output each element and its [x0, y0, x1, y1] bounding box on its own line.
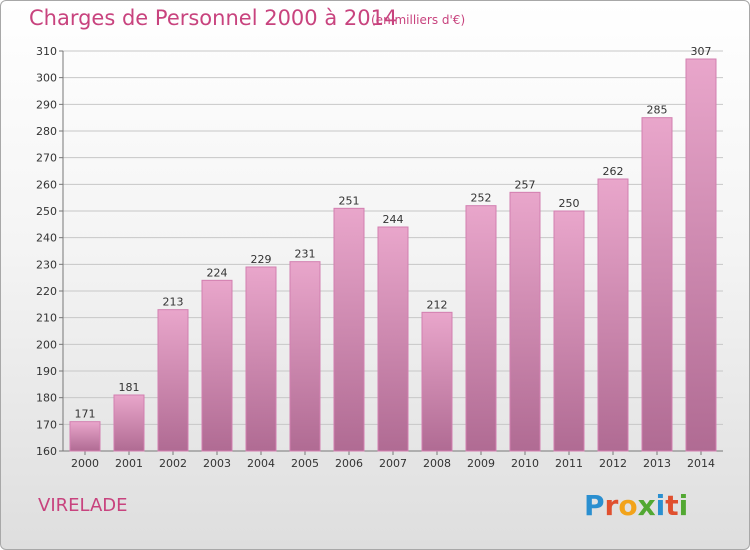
x-tick-label-2006: 2006	[335, 457, 363, 470]
x-tick-label-2000: 2000	[71, 457, 99, 470]
y-tick-label: 260	[36, 178, 57, 191]
bar-2002	[157, 309, 189, 452]
x-tick-label-2012: 2012	[599, 457, 627, 470]
data-label-2006: 251	[339, 194, 360, 207]
x-tick-label-2005: 2005	[291, 457, 319, 470]
data-label-2004: 229	[251, 253, 272, 266]
x-tick-label-2014: 2014	[687, 457, 715, 470]
x-tick-label-2013: 2013	[643, 457, 671, 470]
bar-2001	[113, 394, 145, 452]
y-tick-label: 250	[36, 205, 57, 218]
y-tick-label: 200	[36, 338, 57, 351]
chart-title: Charges de Personnel 2000 à 2014	[29, 6, 398, 30]
x-tick-label-2010: 2010	[511, 457, 539, 470]
bar-2007	[377, 226, 409, 452]
chart-subtitle: (en milliers d'€)	[371, 13, 466, 27]
x-tick-label-2008: 2008	[423, 457, 451, 470]
x-tick-label-2003: 2003	[203, 457, 231, 470]
x-tick-label-2007: 2007	[379, 457, 407, 470]
logo-letter: o	[618, 489, 638, 522]
proxiti-logo[interactable]: Proxiti	[584, 489, 688, 522]
bar-2003	[201, 279, 233, 452]
y-tick-label: 190	[36, 365, 57, 378]
data-label-2000: 171	[75, 408, 96, 421]
y-tick-label: 160	[36, 445, 57, 458]
logo-letter: x	[637, 489, 656, 522]
data-label-2011: 250	[559, 197, 580, 210]
data-label-2014: 307	[691, 45, 712, 58]
x-tick-label-2001: 2001	[115, 457, 143, 470]
x-tick-label-2004: 2004	[247, 457, 275, 470]
y-tick-label: 290	[36, 98, 57, 111]
bar-2004	[245, 266, 277, 452]
y-tick-label: 280	[36, 125, 57, 138]
bar-2011	[553, 210, 585, 452]
x-tick-label-2002: 2002	[159, 457, 187, 470]
bar-layer	[69, 58, 717, 452]
data-label-2005: 231	[295, 248, 316, 261]
logo-letter: i	[678, 489, 689, 522]
bar-2008	[421, 311, 453, 452]
x-tick-label-2009: 2009	[467, 457, 495, 470]
place-name: VIRELADE	[38, 495, 128, 516]
y-tick-label: 240	[36, 232, 57, 245]
data-label-2010: 257	[515, 178, 536, 191]
bar-2012	[597, 178, 629, 452]
logo-letter: t	[665, 489, 679, 522]
data-label-2008: 212	[427, 298, 448, 311]
bar-2013	[641, 117, 673, 452]
y-tick-label: 180	[36, 392, 57, 405]
data-label-2003: 224	[207, 266, 228, 279]
data-label-2013: 285	[647, 104, 668, 117]
y-tick-label: 300	[36, 72, 57, 85]
bar-2014	[685, 58, 717, 452]
y-tick-label: 170	[36, 418, 57, 431]
logo-letter: r	[604, 489, 619, 522]
label-layer: 171 181 213 224 229 231 251 244 212 252 257 250 262 2…	[75, 45, 712, 421]
y-tick-label: 270	[36, 152, 57, 165]
bar-2009	[465, 205, 497, 452]
data-label-2012: 262	[603, 165, 624, 178]
bar-2000	[69, 421, 101, 452]
y-tick-label: 310	[36, 45, 57, 58]
x-tick-label-2011: 2011	[555, 457, 583, 470]
logo-letter: i	[655, 489, 666, 522]
data-label-2007: 244	[383, 213, 404, 226]
bar-2006	[333, 207, 365, 452]
bar-2010	[509, 191, 541, 452]
data-label-2002: 213	[163, 296, 184, 309]
logo-letter: P	[584, 489, 605, 522]
data-label-2009: 252	[471, 192, 492, 205]
y-tick-label: 210	[36, 312, 57, 325]
y-tick-label: 230	[36, 258, 57, 271]
data-label-2001: 181	[119, 381, 140, 394]
y-tick-label: 220	[36, 285, 57, 298]
bar-2005	[289, 261, 321, 452]
